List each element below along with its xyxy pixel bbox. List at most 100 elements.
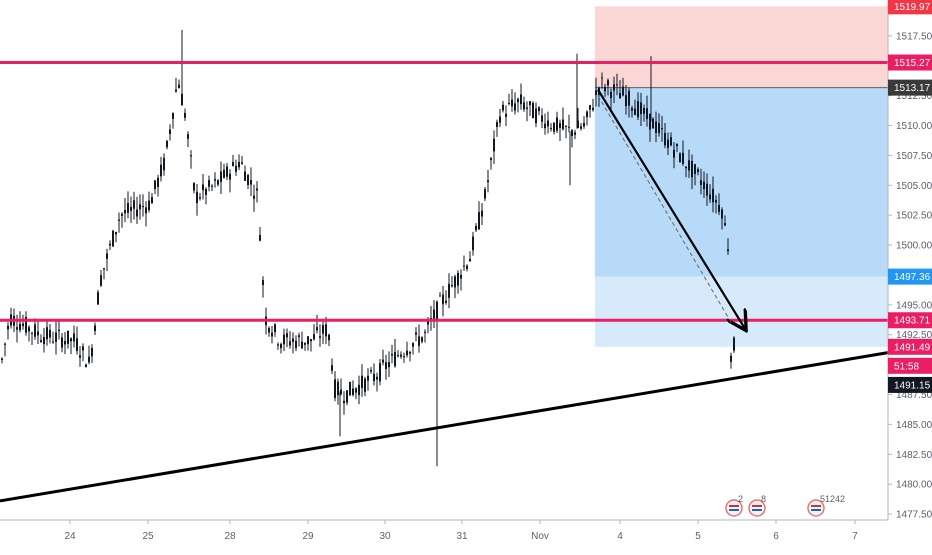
candle-body: [16, 327, 18, 330]
candle-body: [721, 209, 723, 219]
candle-body: [235, 165, 237, 172]
candle-body: [79, 355, 81, 358]
flag-stripe-icon: [811, 509, 821, 511]
candle-body: [100, 275, 102, 286]
stop-loss-zone[interactable]: [595, 6, 888, 88]
candle-body: [658, 123, 660, 134]
candle-body: [709, 194, 711, 200]
candle-body: [304, 342, 306, 345]
candle-body: [580, 126, 582, 129]
time-tick-label: 6: [773, 531, 779, 542]
candle-body: [454, 276, 456, 288]
candle-body: [583, 122, 585, 127]
entry-price-tag[interactable]: [888, 79, 932, 96]
candle-body: [352, 388, 354, 395]
take-profit-zone-extended[interactable]: [595, 276, 888, 347]
candle-body: [49, 329, 51, 338]
candle-body: [151, 197, 153, 204]
candle-body: [373, 373, 375, 382]
candle-body: [394, 351, 396, 367]
candle-body: [649, 113, 651, 130]
candle-body: [319, 336, 321, 338]
candle-body: [700, 180, 702, 186]
candle-body: [136, 209, 138, 217]
candle-body: [4, 343, 6, 345]
candle-body: [37, 331, 39, 336]
target-2-price-tag[interactable]: [888, 338, 932, 355]
candle-body: [685, 166, 687, 169]
candle-body: [625, 95, 627, 107]
candle-body: [691, 160, 693, 178]
candle-body: [85, 364, 87, 368]
candle-body: [220, 171, 222, 182]
candle-body: [466, 265, 468, 269]
candle-body: [574, 132, 576, 135]
candle-body: [484, 189, 486, 199]
candle-body: [43, 337, 45, 345]
candle-body: [502, 104, 504, 111]
projection-dashed-line[interactable]: [597, 95, 733, 325]
candle-body: [727, 249, 729, 252]
candle-body: [451, 285, 453, 287]
candle-body: [439, 295, 441, 297]
candle-body: [517, 98, 519, 103]
last-price-price-tag[interactable]: [888, 376, 932, 393]
us-flag-event-icon[interactable]: [748, 499, 766, 517]
candle-body: [730, 355, 732, 362]
target-1-price-tag[interactable]: [888, 268, 932, 285]
candle-body: [433, 309, 435, 319]
candle-body: [334, 379, 336, 398]
candle-body: [274, 324, 276, 333]
candle-body: [553, 122, 555, 132]
countdown-price-tag[interactable]: [888, 357, 932, 374]
price-tick-label: 1480.00: [896, 480, 932, 491]
candle-body: [676, 144, 678, 147]
candle-body: [718, 204, 720, 212]
us-flag-event-icon[interactable]: [807, 499, 825, 517]
candle-body: [28, 327, 30, 332]
candle-body: [217, 180, 219, 185]
candle-body: [469, 258, 471, 262]
candle-body: [256, 188, 258, 191]
candle-body: [208, 180, 210, 187]
candle-body: [115, 232, 117, 235]
candle-body: [166, 140, 168, 148]
projection-arrow[interactable]: [597, 89, 745, 329]
candle-body: [652, 118, 654, 129]
candle-body: [733, 337, 735, 351]
candle-body: [199, 197, 201, 199]
stop-level-price-tag[interactable]: [888, 0, 932, 15]
candle-body: [520, 94, 522, 105]
price-tick-label: 1517.50: [896, 31, 932, 42]
candle-body: [34, 324, 36, 337]
candle-body: [409, 351, 411, 354]
candle-body: [214, 179, 216, 181]
candle-body: [148, 200, 150, 211]
event-count-label: 5: [820, 494, 825, 504]
candle-body: [559, 123, 561, 128]
candle-body: [724, 223, 726, 226]
candle-body: [295, 340, 297, 349]
candle-body: [127, 203, 129, 213]
price-tick-label: 1512.50: [896, 91, 932, 102]
trendline[interactable]: [0, 351, 889, 503]
candle-body: [286, 333, 288, 338]
candle-body: [301, 341, 303, 349]
time-tick-label: 28: [224, 531, 236, 542]
candle-body: [670, 137, 672, 146]
candle-body: [289, 341, 291, 346]
resistance-price-tag[interactable]: [888, 54, 932, 71]
candle-body: [640, 102, 642, 115]
candle-body: [415, 332, 417, 335]
candle-body: [367, 375, 369, 381]
flag-stripe-icon: [729, 505, 739, 507]
support-price-tag[interactable]: [888, 312, 932, 329]
candle-body: [463, 265, 465, 267]
candle-body: [1, 358, 3, 360]
candle-body: [337, 381, 339, 396]
candle-body: [238, 161, 240, 168]
candle-body: [421, 337, 423, 342]
us-flag-event-icon[interactable]: [725, 499, 743, 517]
